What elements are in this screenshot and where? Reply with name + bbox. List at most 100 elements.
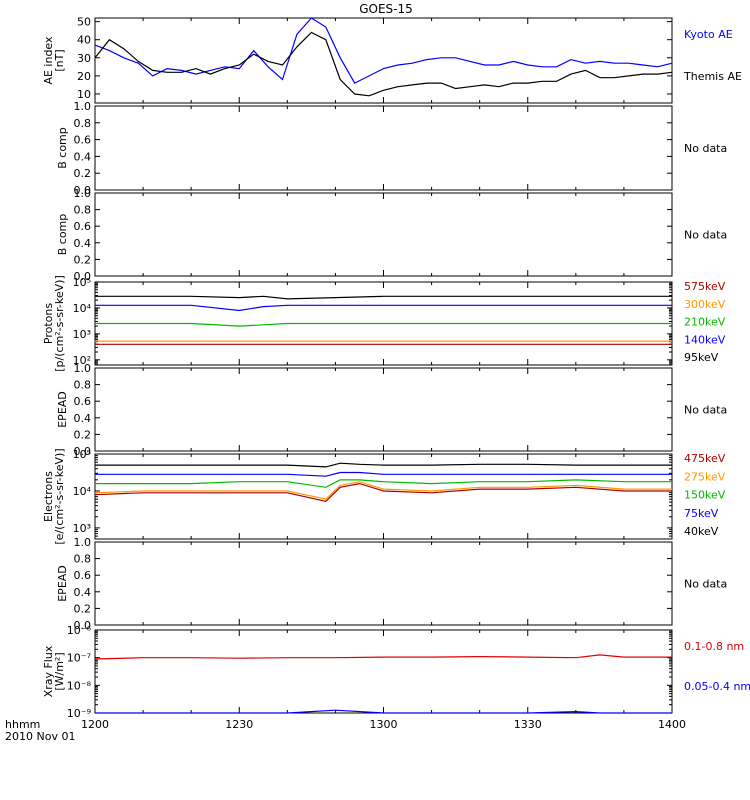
legend-label: No data [684, 404, 727, 417]
y-tick-label: 10⁵ [73, 276, 91, 289]
y-axis-label: [e/(cm²-s-sr-keV)] [53, 448, 66, 544]
y-tick-label: 0.8 [74, 379, 92, 392]
y-tick-label: 0.0 [74, 270, 92, 283]
y-tick-label: 10⁻⁷ [67, 652, 91, 665]
panel-bcomp1: 0.0 0.2 0.4 0.6 0.8 1.0 B comp No data [56, 100, 727, 197]
y-tick-label: 0.8 [74, 553, 92, 566]
panel-frame [94, 367, 673, 452]
series-line-140kev [95, 304, 672, 312]
y-tick-label: 0.0 [74, 445, 92, 458]
legend-label: No data [684, 229, 727, 242]
series-line-275kev [94, 481, 672, 500]
legend-label: No data [684, 142, 727, 155]
panel-frame [94, 541, 673, 626]
y-tick-label: 0.4 [74, 150, 92, 163]
time-axis: 1200 1230 1300 1330 1400 [81, 718, 686, 731]
y-tick-label: 1.0 [74, 187, 92, 200]
legend-label: 0.1-0.8 nm [684, 640, 744, 653]
y-tick-label: 0.8 [74, 204, 92, 217]
panel-xray: 10⁻⁹ 10⁻⁸ 10⁻⁷ 10⁻⁶ Xray Flux[W/m²] 0.1-0.8 n… [42, 624, 750, 720]
y-tick-label: 10² [73, 354, 91, 367]
y-tick-label: 50 [77, 16, 91, 29]
y-axis-label: Protons [42, 303, 55, 344]
series-line-40kev [95, 462, 672, 468]
y-tick-label: 40 [77, 34, 91, 47]
legend-label: 95keV [684, 351, 719, 364]
panel-frame [94, 192, 673, 277]
y-tick-label: 10⁴ [73, 485, 92, 498]
y-tick-label: 0.4 [74, 237, 92, 250]
y-tick-label: 0.4 [74, 412, 92, 425]
x-tick-label: 1330 [514, 718, 542, 731]
legend-label: 575keV [684, 280, 726, 293]
y-tick-label: 20 [77, 70, 91, 83]
y-tick-label: 0.6 [74, 134, 92, 147]
x-tick-label: 1200 [81, 718, 109, 731]
legend-label: 150keV [684, 489, 726, 502]
y-tick-label: 0.2 [74, 428, 92, 441]
y-axis-label: [p/(cm²-s-sr-keV)] [53, 275, 66, 372]
legend-label: 140keV [684, 333, 726, 346]
series-line-kyoto-ae [94, 17, 673, 84]
y-tick-label: 1.0 [74, 362, 92, 375]
y-tick-label: 0.6 [74, 569, 92, 582]
panel-frame [94, 629, 673, 714]
y-tick-label: 10⁻⁸ [67, 679, 92, 692]
x-tick-label: 1300 [370, 718, 398, 731]
y-tick-label: 0.2 [74, 167, 92, 180]
y-axis-label: AE index [42, 36, 55, 85]
series-line-475kev [94, 482, 672, 502]
legend-label: 75keV [684, 507, 719, 520]
y-tick-label: 1.0 [74, 100, 92, 113]
panel-frame [94, 453, 673, 540]
legend-label: Kyoto AE [684, 28, 733, 41]
x-tick-label: 1400 [658, 718, 686, 731]
legend-label: No data [684, 578, 727, 591]
series-line-0-05-0-4-nm [95, 709, 672, 714]
legend-label: 475keV [684, 452, 726, 465]
date-label: 2010 Nov 01 [5, 730, 75, 743]
y-tick-label: 0.6 [74, 220, 92, 233]
y-tick-label: 10⁵ [73, 448, 91, 461]
y-tick-label: 10³ [73, 328, 91, 341]
panel-epead2: 0.0 0.2 0.4 0.6 0.8 1.0 EPEAD No data [56, 536, 727, 632]
y-axis-label: Electrons [42, 471, 55, 522]
y-tick-label: 0.0 [74, 184, 92, 197]
legend-label: Themis AE [683, 70, 742, 83]
plot-title: GOES-15 [359, 2, 413, 16]
legend-label: 0.05-0.4 nm [684, 680, 750, 693]
y-tick-label: 10⁻⁹ [67, 707, 91, 720]
y-axis-label: [W/m²] [53, 652, 66, 690]
y-axis-label: B comp [56, 214, 69, 256]
y-tick-label: 0.8 [74, 117, 92, 130]
y-tick-label: 0.2 [74, 602, 92, 615]
time-unit-label: hhmm [5, 718, 40, 731]
y-tick-label: 10⁴ [73, 302, 92, 315]
series-line-150kev [95, 479, 672, 488]
series-line-210kev [95, 322, 672, 327]
y-tick-label: 0.4 [74, 586, 92, 599]
y-axis-label: B comp [56, 127, 69, 169]
panel-protons: 10² 10³ 10⁴ 10⁵ Protons[p/(cm²-s-sr-keV)] 575… [42, 275, 726, 372]
y-axis-label: EPEAD [56, 391, 69, 428]
y-axis-label: EPEAD [56, 565, 69, 602]
y-axis-label: Xray Flux [42, 645, 55, 697]
panel-electrons: 10³ 10⁴ 10⁵ Electrons[e/(cm²-s-sr-keV)] 475k… [42, 448, 726, 545]
y-tick-label: 1.0 [74, 536, 92, 549]
panel-ae: 10 20 30 40 50 AE index[nT] Kyoto AE Themis AE [42, 16, 742, 104]
series-line-95kev [95, 295, 672, 300]
y-tick-label: 30 [77, 52, 91, 65]
y-tick-label: 10⁻⁶ [67, 624, 92, 637]
legend-label: 210keV [684, 316, 726, 329]
series-line-75kev [95, 471, 672, 477]
y-tick-label: 0.6 [74, 395, 92, 408]
legend-label: 300keV [684, 298, 726, 311]
y-axis-label: [nT] [53, 49, 66, 71]
y-tick-label: 0.0 [74, 619, 92, 632]
series-line-0-1-0-8-nm [94, 654, 672, 660]
panel-epead1: 0.0 0.2 0.4 0.6 0.8 1.0 EPEAD No data [56, 362, 727, 458]
y-tick-label: 10 [77, 88, 91, 101]
panel-bcomp2: 0.0 0.2 0.4 0.6 0.8 1.0 B comp No data [56, 187, 727, 283]
series-line-themis-ae [94, 31, 673, 97]
